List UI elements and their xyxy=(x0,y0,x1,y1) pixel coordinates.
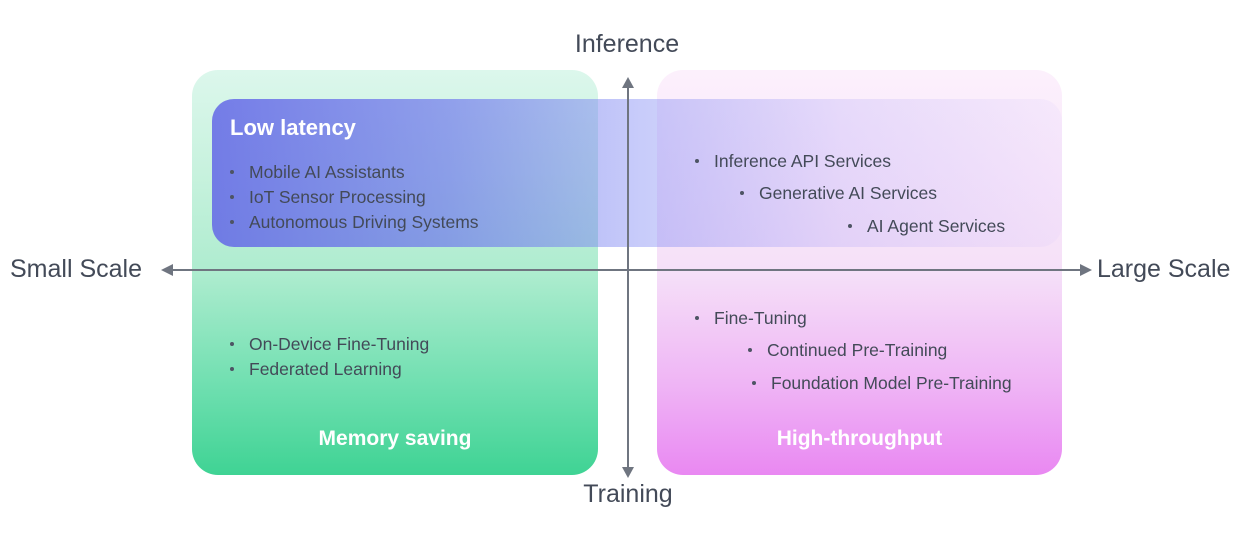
list-item: On-Device Fine-Tuning xyxy=(230,332,429,356)
list-item: Foundation Model Pre-Training xyxy=(752,371,1012,395)
list-item-label: On-Device Fine-Tuning xyxy=(249,333,430,354)
list-item: Continued Pre-Training xyxy=(748,338,947,362)
list-item-label: Autonomous Driving Systems xyxy=(249,211,479,232)
low-latency-band xyxy=(212,99,1062,247)
bullet-icon xyxy=(230,220,234,224)
bullet-icon xyxy=(230,195,234,199)
axis-label-small-scale: Small Scale xyxy=(10,255,142,283)
bullet-icon xyxy=(230,170,234,174)
list-item: Autonomous Driving Systems xyxy=(230,210,479,234)
list-item: Federated Learning xyxy=(230,357,402,381)
list-item-label: Inference API Services xyxy=(714,150,892,171)
list-item-label: IoT Sensor Processing xyxy=(249,186,426,207)
list-item-label: Federated Learning xyxy=(249,358,402,379)
axis-label-large-scale: Large Scale xyxy=(1097,255,1231,283)
arrow-down-icon xyxy=(622,467,634,478)
list-item-label: Continued Pre-Training xyxy=(767,339,948,360)
list-item: Mobile AI Assistants xyxy=(230,160,405,184)
arrow-up-icon xyxy=(622,77,634,88)
bullet-icon xyxy=(740,191,744,195)
bullet-icon xyxy=(230,342,234,346)
memory-saving-title: Memory saving xyxy=(318,427,472,450)
vertical-axis-line xyxy=(627,86,629,469)
bullet-icon xyxy=(695,316,699,320)
arrow-right-icon xyxy=(1080,264,1092,276)
list-item-label: Mobile AI Assistants xyxy=(249,161,405,182)
bullet-icon xyxy=(752,381,756,385)
list-item-label: Fine-Tuning xyxy=(714,307,807,328)
bullet-icon xyxy=(695,159,699,163)
axis-label-training: Training xyxy=(583,480,673,508)
high-throughput-title: High-throughput xyxy=(776,427,943,450)
low-latency-title: Low latency xyxy=(230,115,356,140)
list-item: Fine-Tuning xyxy=(695,306,807,330)
bullet-icon xyxy=(230,367,234,371)
list-item-label: Foundation Model Pre-Training xyxy=(771,372,1012,393)
list-item-label: Generative AI Services xyxy=(759,182,937,203)
list-item-label: AI Agent Services xyxy=(867,215,1006,236)
list-item: Generative AI Services xyxy=(740,181,937,205)
arrow-left-icon xyxy=(161,264,173,276)
axis-label-inference: Inference xyxy=(574,30,680,58)
bullet-icon xyxy=(748,348,752,352)
list-item: IoT Sensor Processing xyxy=(230,185,426,209)
list-item: Inference API Services xyxy=(695,149,891,173)
bullet-icon xyxy=(848,224,852,228)
list-item: AI Agent Services xyxy=(848,214,1005,238)
horizontal-axis-line xyxy=(170,269,1082,271)
